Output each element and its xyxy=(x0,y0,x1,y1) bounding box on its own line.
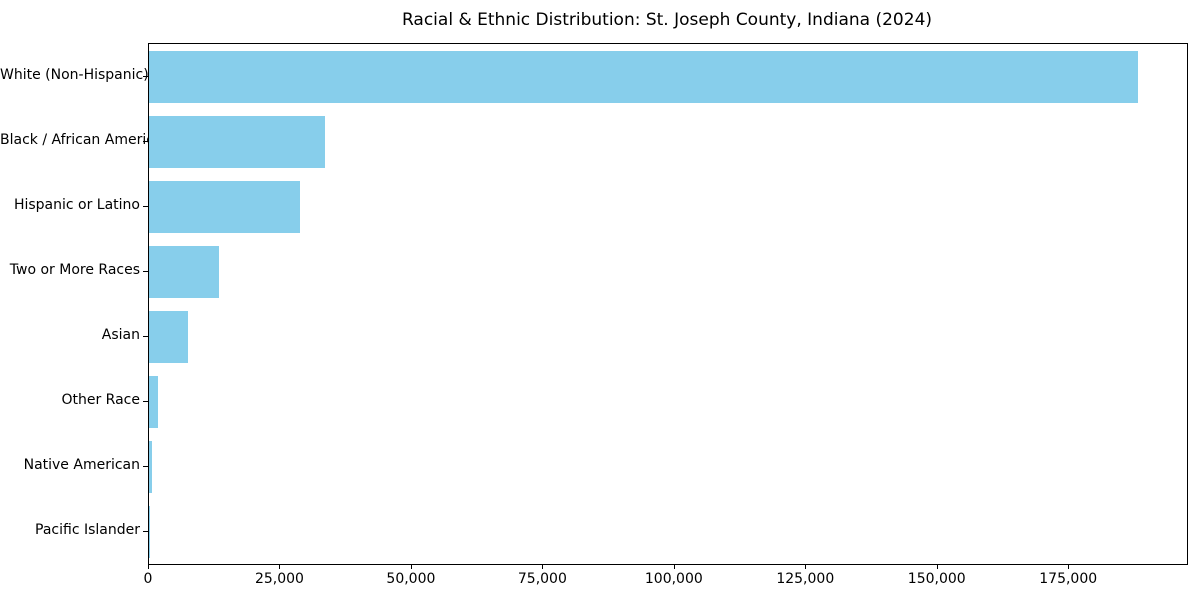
chart-title: Racial & Ethnic Distribution: St. Joseph… xyxy=(401,10,933,30)
x-tick-label: 175,000 xyxy=(1039,571,1098,587)
bar-asian xyxy=(149,310,189,363)
y-tick-mark xyxy=(143,270,148,272)
bar-native-american xyxy=(149,440,153,493)
x-tick-label: 100,000 xyxy=(644,571,703,587)
y-tick-label-black-african-american: Black / African American xyxy=(0,131,172,148)
x-tick-label: 50,000 xyxy=(386,571,436,587)
y-tick-mark xyxy=(143,335,148,337)
x-tick-label: 75,000 xyxy=(517,571,567,587)
x-axis: 0 25,000 50,000 75,000 100,000 125,000 150,000… xyxy=(0,564,1200,600)
x-tick-label: 150,000 xyxy=(907,571,966,587)
x-tick-mark xyxy=(148,564,149,569)
y-tick-mark xyxy=(143,140,148,142)
x-tick-mark xyxy=(1068,564,1070,569)
y-tick-mark xyxy=(143,530,148,532)
x-tick-mark xyxy=(673,564,675,569)
y-tick-label-hispanic-or-latino: Hispanic or Latino xyxy=(13,196,140,213)
x-tick-mark xyxy=(805,564,807,569)
bar-other-race xyxy=(149,375,158,428)
bar-pacific-islander xyxy=(149,505,150,558)
x-tick-mark xyxy=(542,564,544,569)
bars-layer xyxy=(149,44,1187,564)
y-tick-mark xyxy=(143,465,148,467)
y-tick-label-white-non-hispanic: White (Non-Hispanic) xyxy=(0,66,149,83)
bar-white-non-hispanic xyxy=(149,50,1138,103)
bar-two-or-more-races xyxy=(149,245,220,298)
y-tick-label-other-race: Other Race xyxy=(61,391,140,408)
x-tick-label: 25,000 xyxy=(254,571,304,587)
bar-black-african-american xyxy=(149,115,326,168)
x-tick-label: 125,000 xyxy=(776,571,835,587)
x-tick-label: 0 xyxy=(143,571,153,587)
x-tick-mark xyxy=(410,564,412,569)
bar-hispanic-or-latino xyxy=(149,180,300,233)
y-tick-label-two-or-more-races: Two or More Races xyxy=(9,261,140,278)
x-tick-mark xyxy=(936,564,938,569)
y-tick-mark xyxy=(143,75,148,77)
y-tick-label-native-american: Native American xyxy=(23,456,140,473)
y-axis-labels: White (Non-Hispanic) Black / African Amer… xyxy=(0,43,172,563)
y-tick-mark xyxy=(143,205,148,207)
y-tick-label-asian: Asian xyxy=(101,326,140,343)
y-tick-label-pacific-islander: Pacific Islander xyxy=(35,521,140,538)
plot-area xyxy=(148,43,1188,565)
x-tick-mark xyxy=(279,564,281,569)
y-tick-mark xyxy=(143,400,148,402)
